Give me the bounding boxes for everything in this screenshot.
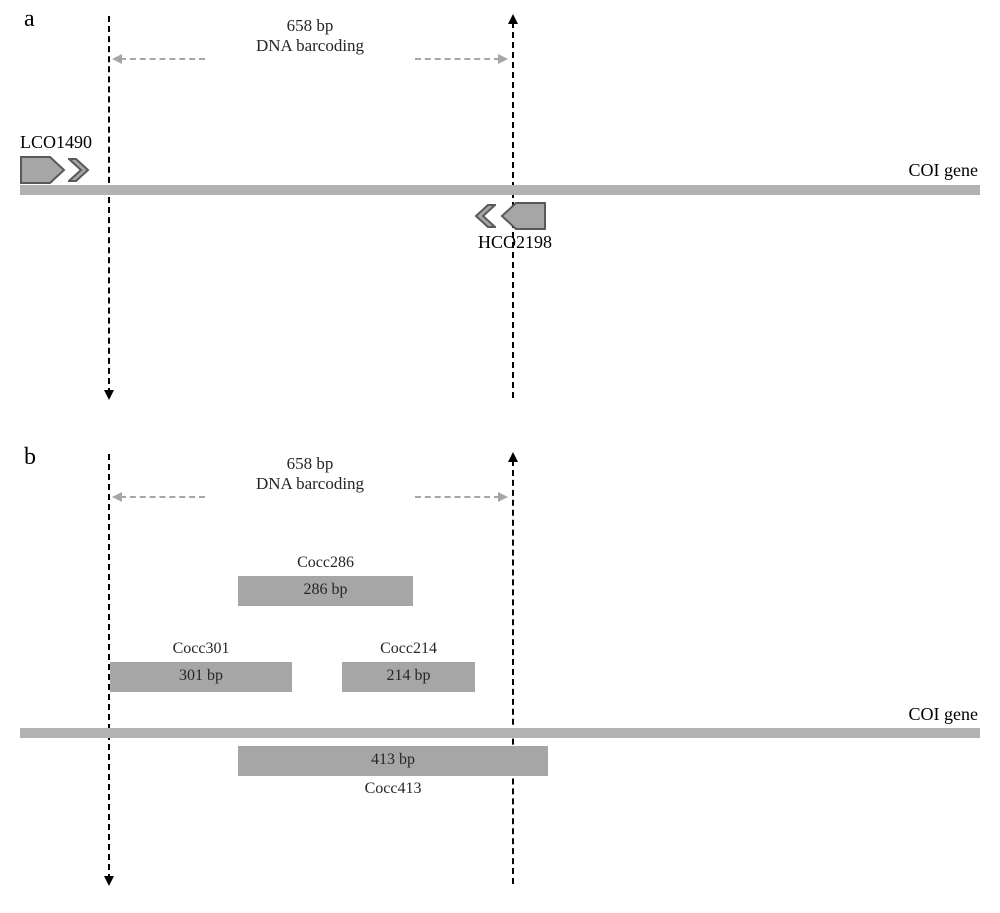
cocc301-bar: 301 bp [110, 662, 292, 692]
cocc214-label: Cocc214 [342, 640, 475, 658]
panel-a: a 658 bp DNA barcoding LCO1490 COI gene … [20, 10, 980, 400]
panel-letter-a: a [24, 6, 35, 33]
cocc286-size: 286 bp [238, 581, 413, 599]
barcode-label-b: DNA barcoding [110, 474, 510, 494]
left-boundary-arrow-b [104, 876, 114, 886]
coi-gene-bar-b [20, 728, 980, 738]
range-arrow-left-head-a [112, 54, 122, 64]
coi-gene-bar-a [20, 185, 980, 195]
range-arrow-right-head-b [498, 492, 508, 502]
cocc301-label: Cocc301 [110, 640, 292, 658]
cocc413-bar: 413 bp [238, 746, 548, 776]
left-boundary-arrow-a [104, 390, 114, 400]
range-arrow-right-b [415, 496, 500, 498]
right-boundary-b [512, 460, 514, 884]
barcode-size-b: 658 bp [110, 454, 510, 474]
coi-gene-label-b: COI gene [909, 704, 978, 725]
primer-fwd-chevron-icon [68, 158, 90, 182]
panel-letter-b: b [24, 444, 36, 471]
primer-fwd-icon [20, 156, 66, 184]
primer-rev-label: HCO2198 [478, 232, 552, 253]
range-arrow-left-head-b [112, 492, 122, 502]
cocc301-size: 301 bp [110, 667, 292, 685]
cocc286-bar: 286 bp [238, 576, 413, 606]
cocc286-label: Cocc286 [238, 554, 413, 572]
range-arrow-left-b [120, 496, 205, 498]
barcode-size-a: 658 bp [110, 16, 510, 36]
cocc214-size: 214 bp [342, 667, 475, 685]
cocc413-size: 413 bp [238, 751, 548, 769]
barcode-label-a: DNA barcoding [110, 36, 510, 56]
left-boundary-a [108, 16, 110, 394]
range-arrow-left-a [120, 58, 205, 60]
cocc413-label: Cocc413 [238, 780, 548, 798]
range-arrow-right-a [415, 58, 500, 60]
cocc214-bar: 214 bp [342, 662, 475, 692]
primer-rev-chevron-icon [474, 204, 496, 228]
panel-b: b 658 bp DNA barcoding Cocc286 286 bp Co… [20, 448, 980, 898]
primer-rev-icon [500, 202, 546, 230]
coi-gene-label-a: COI gene [909, 160, 978, 181]
range-arrow-right-head-a [498, 54, 508, 64]
primer-fwd-label: LCO1490 [20, 132, 92, 153]
